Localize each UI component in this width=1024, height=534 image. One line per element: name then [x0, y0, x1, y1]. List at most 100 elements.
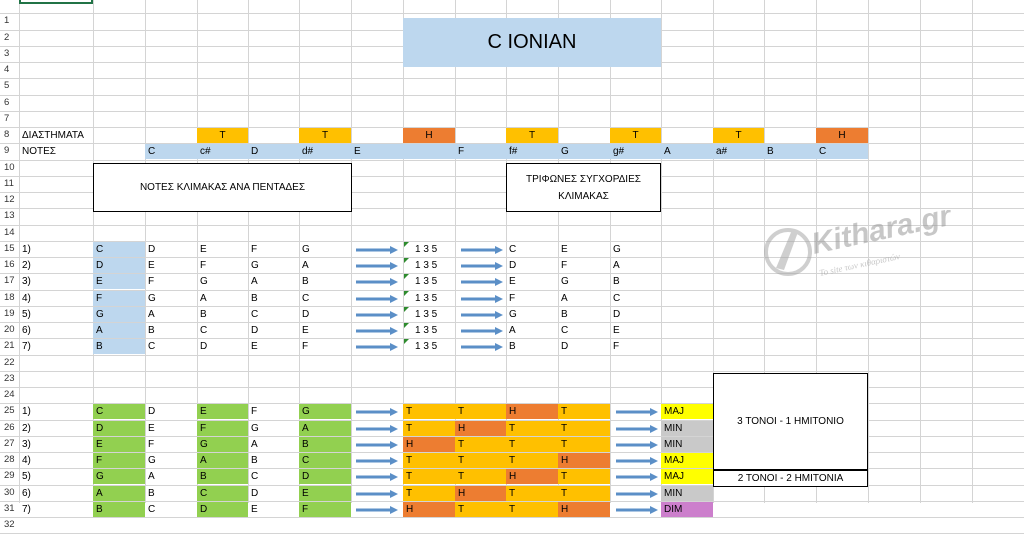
interval-formula[interactable]: 1 3 5	[415, 244, 438, 255]
pentad-note[interactable]: C	[200, 325, 208, 336]
chord-tone-note[interactable]: A	[148, 471, 155, 482]
chord-tone-note[interactable]: A	[197, 453, 248, 468]
pentad-note[interactable]: C	[148, 341, 156, 352]
step-cell[interactable]: H	[506, 404, 558, 419]
row-header[interactable]: 20	[4, 324, 15, 335]
chord-tone-note[interactable]: E	[148, 423, 155, 434]
triad-note[interactable]: E	[561, 244, 568, 255]
chord-tone-note[interactable]: F	[197, 421, 248, 436]
pentad-note[interactable]: F	[148, 276, 155, 287]
pentad-note[interactable]: B	[200, 309, 207, 320]
row-header[interactable]: 31	[4, 503, 15, 514]
chord-tone-note[interactable]: C	[197, 486, 248, 501]
row-header[interactable]: 21	[4, 340, 15, 351]
interval-formula[interactable]: 1 3 5	[415, 260, 438, 271]
chord-tone-note[interactable]: D	[93, 421, 145, 436]
pentad-note[interactable]: F	[200, 260, 207, 271]
pentad-note[interactable]: F	[251, 244, 258, 255]
step-cell[interactable]: T	[558, 404, 610, 419]
pentad-note[interactable]: D	[200, 341, 208, 352]
pentad-note[interactable]: G	[302, 244, 310, 255]
pentad-note[interactable]: B	[148, 325, 155, 336]
note-cell[interactable]: C	[816, 144, 868, 159]
step-cell[interactable]: T	[506, 437, 558, 452]
note-cell[interactable]: d#	[299, 144, 351, 159]
interval-formula[interactable]: 1 3 5	[415, 325, 438, 336]
chord-tone-note[interactable]: G	[299, 404, 351, 419]
triad-note[interactable]: C	[561, 325, 569, 336]
chord-tone-note[interactable]: B	[299, 437, 351, 452]
pentad-note[interactable]: D	[93, 258, 145, 273]
step-cell[interactable]: T	[403, 486, 455, 501]
chord-tone-note[interactable]: G	[197, 437, 248, 452]
row-header[interactable]: 18	[4, 292, 15, 303]
step-cell[interactable]: H	[455, 421, 506, 436]
triad-note[interactable]: F	[561, 260, 568, 271]
row-header[interactable]: 6	[4, 97, 10, 108]
triad-note[interactable]: A	[509, 325, 516, 336]
step-cell[interactable]: T	[506, 453, 558, 468]
step-cell[interactable]: T	[506, 421, 558, 436]
interval-cell[interactable]: T	[713, 128, 764, 143]
chord-tone-note[interactable]: A	[251, 439, 258, 450]
step-cell[interactable]: T	[506, 486, 558, 501]
interval-cell[interactable]: T	[299, 128, 351, 143]
chord-tone-note[interactable]: D	[299, 469, 351, 484]
chord-quality[interactable]: MIN	[661, 437, 713, 452]
chord-tone-note[interactable]: A	[299, 421, 351, 436]
row-header[interactable]: 4	[4, 64, 10, 75]
chord-tone-note[interactable]: G	[251, 423, 259, 434]
chord-tone-note[interactable]: C	[251, 471, 259, 482]
chord-tone-note[interactable]: E	[197, 404, 248, 419]
triad-note[interactable]: B	[509, 341, 516, 352]
row-header[interactable]: 24	[4, 389, 15, 400]
step-cell[interactable]: H	[558, 453, 610, 468]
chord-quality[interactable]: MAJ	[661, 469, 713, 484]
note-cell[interactable]: F	[455, 144, 506, 159]
note-cell[interactable]: A	[661, 144, 713, 159]
row-header[interactable]: 2	[4, 32, 10, 43]
chord-quality[interactable]: DIM	[661, 502, 713, 517]
chord-tone-note[interactable]: B	[93, 502, 145, 517]
note-cell[interactable]	[403, 144, 455, 159]
step-cell[interactable]: T	[558, 486, 610, 501]
pentad-note[interactable]: D	[148, 244, 156, 255]
chord-tone-note[interactable]: F	[299, 502, 351, 517]
step-cell[interactable]: T	[403, 421, 455, 436]
chord-quality[interactable]: MIN	[661, 421, 713, 436]
step-cell[interactable]: H	[403, 502, 455, 517]
triad-note[interactable]: E	[613, 325, 620, 336]
triad-note[interactable]: B	[561, 309, 568, 320]
triad-note[interactable]: C	[509, 244, 517, 255]
row-header[interactable]: 16	[4, 259, 15, 270]
row-header[interactable]: 12	[4, 194, 15, 205]
step-cell[interactable]: H	[455, 486, 506, 501]
step-cell[interactable]: T	[403, 453, 455, 468]
chord-quality[interactable]: MAJ	[661, 404, 713, 419]
triad-note[interactable]: C	[613, 293, 621, 304]
row-header[interactable]: 19	[4, 308, 15, 319]
note-cell[interactable]: E	[351, 144, 403, 159]
chord-tone-note[interactable]: C	[148, 504, 156, 515]
triad-note[interactable]: G	[561, 276, 569, 287]
pentad-note[interactable]: E	[93, 274, 145, 289]
pentad-note[interactable]: E	[302, 325, 309, 336]
chord-tone-note[interactable]: D	[197, 502, 248, 517]
pentad-note[interactable]: F	[93, 291, 145, 306]
pentad-note[interactable]: G	[93, 307, 145, 322]
triad-note[interactable]: G	[613, 244, 621, 255]
triad-note[interactable]: A	[613, 260, 620, 271]
note-cell[interactable]: a#	[713, 144, 764, 159]
pentad-note[interactable]: B	[251, 293, 258, 304]
note-cell[interactable]: g#	[610, 144, 661, 159]
interval-formula[interactable]: 1 3 5	[415, 341, 438, 352]
chord-tone-note[interactable]: C	[93, 404, 145, 419]
step-cell[interactable]: H	[558, 502, 610, 517]
pentad-note[interactable]: B	[302, 276, 309, 287]
interval-formula[interactable]: 1 3 5	[415, 309, 438, 320]
chord-tone-note[interactable]: F	[148, 439, 155, 450]
triad-note[interactable]: F	[613, 341, 620, 352]
row-header[interactable]: 5	[4, 80, 10, 91]
chord-tone-note[interactable]: F	[251, 406, 258, 417]
pentad-note[interactable]: D	[302, 309, 310, 320]
